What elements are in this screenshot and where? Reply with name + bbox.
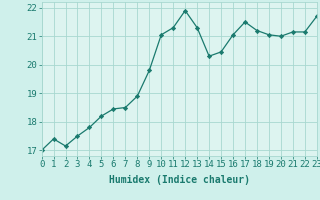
X-axis label: Humidex (Indice chaleur): Humidex (Indice chaleur) (109, 175, 250, 185)
